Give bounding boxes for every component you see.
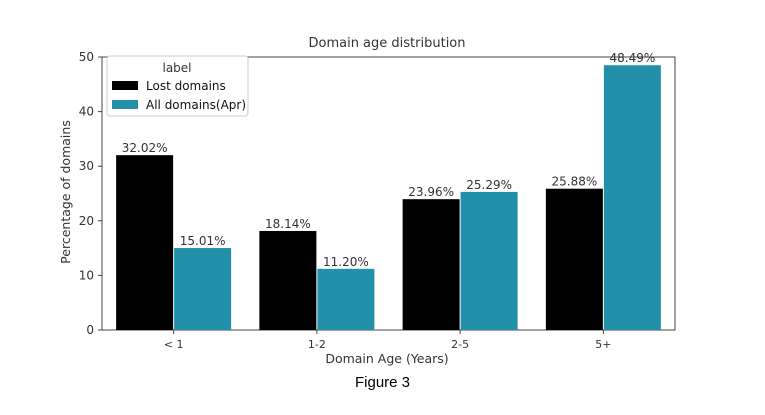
bar [460,191,518,330]
legend: label Lost domains All domains(Apr) [106,55,249,117]
bar [402,199,460,330]
bar-chart: 32.02% 15.01% 18.14% 11.20% 23.96% 25.29% 25.8… [58,36,676,366]
x-tick-label: < 1 [164,338,184,351]
legend-swatch-all-domains [112,100,138,109]
chart-title: Domain age distribution [308,36,465,51]
y-axis: 0 10 20 30 40 50 [79,50,102,337]
legend-entry-lost-domains: Lost domains [146,79,226,93]
bar [603,65,661,330]
bar-value-label: 25.29% [466,178,512,192]
y-axis-label: Percentage of domains [58,120,73,264]
bar [259,230,317,330]
bar-value-label: 11.20% [323,255,369,269]
bar [317,268,375,330]
y-tick-label: 10 [79,268,94,282]
x-tick-label: 1-2 [308,338,326,351]
bar-value-label: 23.96% [408,185,454,199]
bar-value-label: 18.14% [265,217,311,231]
data-labels-layer: 32.02% 15.01% 18.14% 11.20% 23.96% 25.29% 25.8… [122,51,656,269]
bar-value-label: 48.49% [609,51,655,65]
bar [174,248,232,330]
y-tick-label: 50 [79,50,94,64]
y-tick-label: 30 [79,159,94,173]
legend-title: label [162,61,191,75]
x-tick-label: 5+ [595,338,611,351]
x-axis: < 1 1-2 2-5 5+ [164,330,611,351]
y-tick-label: 0 [86,323,94,337]
x-tick-label: 2-5 [451,338,469,351]
bar [116,155,174,330]
bar-value-label: 15.01% [180,234,226,248]
figure-caption: Figure 3 [354,374,411,391]
legend-swatch-lost-domains [112,81,138,90]
bar-value-label: 25.88% [551,175,597,189]
plot-area [101,56,676,331]
bar-value-label: 32.02% [122,141,168,155]
y-tick-label: 20 [79,214,94,228]
y-tick-label: 40 [79,105,94,119]
legend-entry-all-domains: All domains(Apr) [146,98,246,112]
bar [545,188,603,330]
x-axis-label: Domain Age (Years) [325,351,448,366]
bars-layer [116,65,661,330]
